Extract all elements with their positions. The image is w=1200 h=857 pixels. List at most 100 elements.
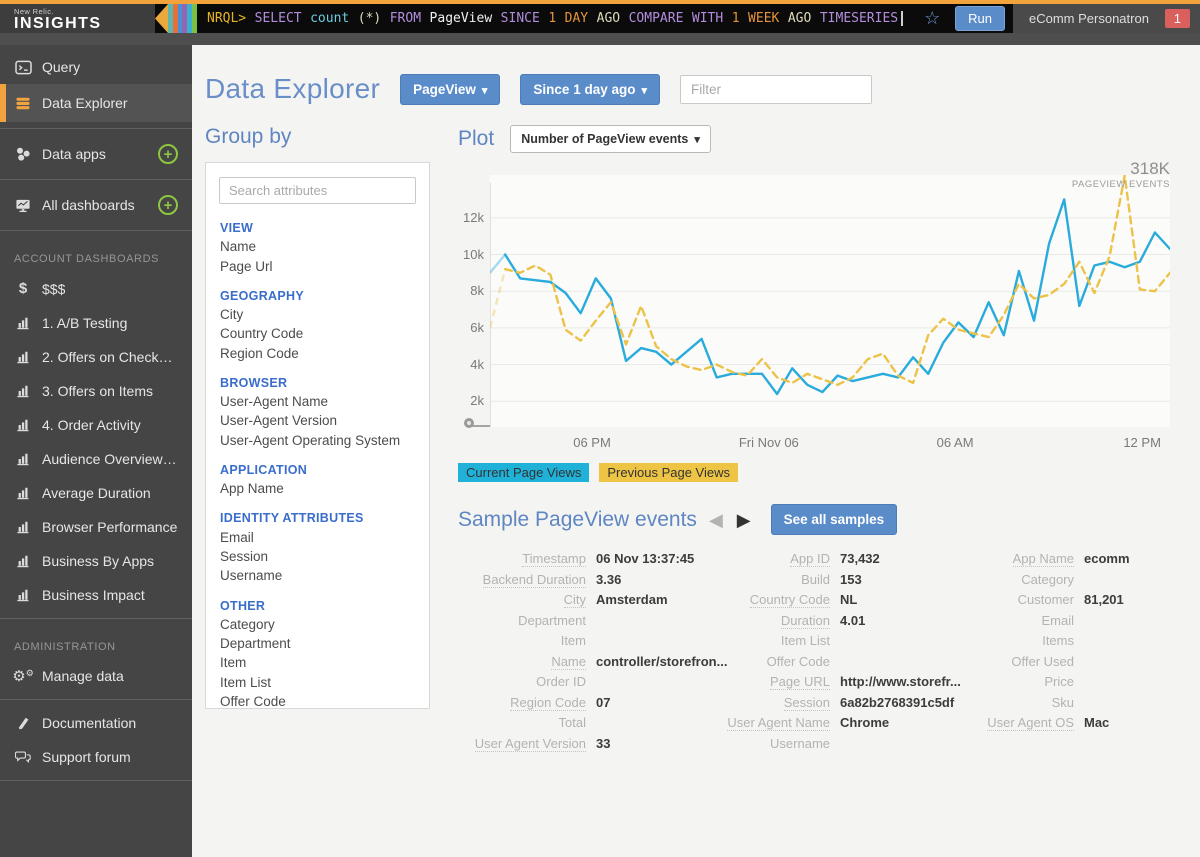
y-tick-label: 6k: [470, 319, 484, 335]
attribute-item[interactable]: User-Agent Version: [220, 413, 338, 429]
sample-attribute-row: Page URL http://www.storefr...: [710, 672, 962, 693]
legend-chip-current-page-views[interactable]: Current Page Views: [458, 463, 590, 482]
add-plus-icon[interactable]: +: [158, 144, 178, 164]
sidebar-item-2-offers-on-checkouts[interactable]: 2. Offers on Checkouts: [0, 340, 192, 374]
sidebar-item-browser-performance[interactable]: Browser Performance: [0, 510, 192, 544]
sidebar-item-1-a-b-testing[interactable]: 1. A/B Testing: [0, 306, 192, 340]
search-attributes-input[interactable]: [219, 177, 416, 204]
attribute-item[interactable]: App Name: [220, 481, 284, 497]
bar-chart-icon: [14, 350, 32, 364]
nrql-query-input[interactable]: NRQL> SELECT count (*) FROM PageView SINCE 1 DAY…: [197, 4, 909, 33]
account-switcher[interactable]: eComm Personatron 1: [1013, 4, 1200, 33]
attribute-item[interactable]: Username: [220, 568, 283, 584]
sidebar-item-documentation[interactable]: Documentation: [0, 706, 192, 740]
sample-attribute-row: Offer Code: [710, 652, 962, 673]
see-all-samples-button[interactable]: See all samples: [770, 504, 898, 535]
attribute-label-user-agent-version[interactable]: User Agent Version: [458, 734, 586, 755]
sidebar-item-data-explorer[interactable]: Data Explorer: [0, 84, 192, 122]
sidebar-item-label: All dashboards: [42, 197, 135, 213]
top-band: [0, 33, 1200, 45]
attribute-label-text: City: [563, 592, 586, 608]
new-relic-insights-logo[interactable]: New Relic. INSIGHTS: [0, 4, 155, 33]
sidebar-item-business-impact[interactable]: Business Impact: [0, 578, 192, 612]
attribute-item[interactable]: Category: [220, 616, 275, 632]
time-range-dropdown[interactable]: Since 1 day ago: [520, 73, 660, 105]
time-brush-handle[interactable]: [464, 418, 474, 428]
attribute-item[interactable]: Offer Code: [220, 694, 286, 709]
sidebar-item-data-apps[interactable]: Data apps +: [0, 135, 192, 173]
attribute-label-text: Price: [1044, 674, 1074, 689]
attribute-item[interactable]: Item List: [220, 674, 272, 690]
attribute-item[interactable]: Page Url: [220, 258, 273, 274]
bar-chart-icon: [14, 418, 32, 432]
attribute-item[interactable]: Item: [220, 655, 247, 671]
sample-attribute-row: User Agent Name Chrome: [710, 713, 962, 734]
text-cursor: [900, 11, 903, 26]
brand-stripe: [177, 4, 183, 33]
run-button[interactable]: Run: [955, 6, 1005, 31]
attribute-label-page-url[interactable]: Page URL: [710, 672, 830, 693]
attribute-label-department: Department: [458, 611, 586, 632]
attribute-label-duration[interactable]: Duration: [710, 611, 830, 632]
attribute-label-app-name[interactable]: App Name: [962, 549, 1074, 570]
attribute-label-user-agent-name[interactable]: User Agent Name: [710, 713, 830, 734]
attribute-label-text: Country Code: [749, 592, 830, 608]
attribute-label-text: Timestamp: [522, 551, 586, 567]
previous-sample-button[interactable]: ◀: [708, 509, 723, 530]
chevron-down-icon: [482, 82, 488, 97]
page-header: Data Explorer PageView Since 1 day ago: [205, 73, 1170, 105]
attribute-item[interactable]: User-Agent Name: [220, 394, 329, 410]
group-by-panel: VIEW Name Page Url GEOGRAPHY City Country Cod…: [205, 162, 430, 709]
attribute-item[interactable]: Country Code: [220, 326, 304, 342]
attribute-label-name[interactable]: Name: [458, 652, 586, 673]
attribute-label-text: Customer: [1017, 592, 1074, 607]
sidebar-item-4-order-activity[interactable]: 4. Order Activity: [0, 408, 192, 442]
divider: [0, 230, 192, 231]
attribute-item[interactable]: Region Code: [220, 345, 299, 361]
attribute-label-text: Order ID: [536, 674, 586, 689]
sidebar-item-query[interactable]: Query: [0, 50, 192, 84]
attribute-label-city[interactable]: City: [458, 590, 586, 611]
attribute-item[interactable]: Department: [220, 636, 291, 652]
sidebar-item-all-dashboards[interactable]: All dashboards +: [0, 186, 192, 224]
attribute-item[interactable]: Email: [220, 529, 254, 545]
sidebar-item-item[interactable]: $ $$$: [0, 271, 192, 306]
event-type-label: PageView: [413, 81, 476, 97]
attribute-label-timestamp[interactable]: Timestamp: [458, 549, 586, 570]
sidebar-item-support-forum[interactable]: Support forum: [0, 740, 192, 774]
attribute-label-country-code[interactable]: Country Code: [710, 590, 830, 611]
attribute-label-text: App Name: [1012, 551, 1074, 567]
sidebar-section-label: ACCOUNT DASHBOARDS: [14, 253, 160, 265]
add-plus-icon[interactable]: +: [158, 195, 178, 215]
sample-attribute-row: Item List: [710, 631, 962, 652]
attribute-item[interactable]: City: [220, 306, 244, 322]
attribute-label-text: User Agent Version: [474, 735, 586, 752]
nrql-token: SINCE: [500, 11, 540, 26]
attribute-label-session[interactable]: Session: [710, 693, 830, 714]
sidebar-item-audience-overview-metri[interactable]: Audience Overview (metri...: [0, 442, 192, 476]
attribute-label-user-agent-os[interactable]: User Agent OS: [962, 713, 1074, 734]
nrql-token: FROM: [389, 11, 422, 26]
filter-input[interactable]: [680, 74, 872, 104]
plot-metric-dropdown[interactable]: Number of PageView events: [510, 125, 711, 153]
monitor-icon: [14, 198, 32, 213]
attribute-label-backend-duration[interactable]: Backend Duration: [458, 570, 586, 591]
sidebar-item-manage-data[interactable]: ⚙⚙ Manage data: [0, 659, 192, 693]
event-type-dropdown[interactable]: PageView: [400, 73, 501, 105]
attribute-label-text: Email: [1041, 612, 1074, 628]
notification-badge[interactable]: 1: [1164, 9, 1190, 28]
attribute-label-region-code[interactable]: Region Code: [458, 693, 586, 714]
attribute-item[interactable]: Session: [220, 548, 269, 564]
attribute-label-build: Build: [710, 570, 830, 591]
sidebar-item-3-offers-on-items[interactable]: 3. Offers on Items: [0, 374, 192, 408]
attribute-label-app-id[interactable]: App ID: [710, 549, 830, 570]
attribute-item[interactable]: Name: [220, 239, 257, 255]
next-sample-button[interactable]: ▶: [736, 509, 751, 530]
nrql-token: 1: [548, 11, 557, 26]
legend-chip-previous-page-views[interactable]: Previous Page Views: [599, 463, 738, 482]
sidebar-item-average-duration[interactable]: Average Duration: [0, 476, 192, 510]
nrql-token: count: [310, 11, 350, 26]
sidebar-item-business-by-apps[interactable]: Business By Apps: [0, 544, 192, 578]
star-icon[interactable]: ☆: [924, 8, 941, 28]
attribute-item[interactable]: User-Agent Operating System: [220, 432, 401, 448]
